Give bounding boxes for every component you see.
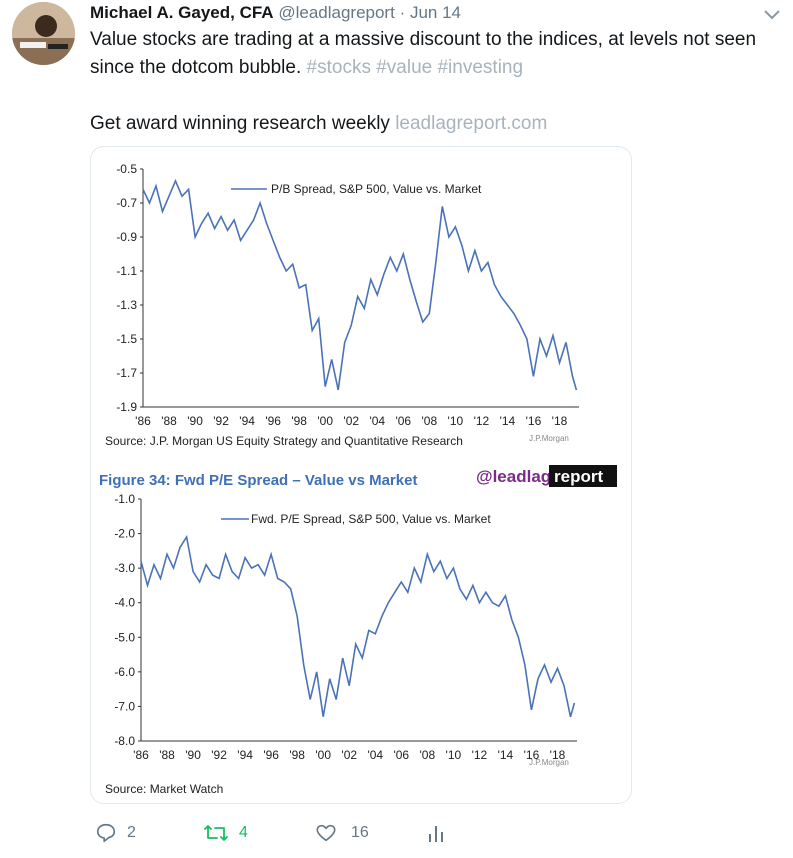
y-tick-label: -1.5 (116, 332, 137, 346)
source-note: Source: J.P. Morgan US Equity Strategy a… (105, 434, 463, 448)
x-tick-label: '94 (237, 748, 253, 762)
x-tick-label: '86 (135, 414, 151, 428)
x-tick-label: '16 (526, 414, 542, 428)
x-tick-label: '88 (161, 414, 177, 428)
analytics-button[interactable] (427, 822, 445, 844)
like-count: 16 (351, 824, 369, 841)
x-tick-label: '10 (446, 748, 462, 762)
x-tick-label: '98 (289, 748, 305, 762)
x-tick-label: '86 (133, 748, 149, 762)
like-button[interactable]: 16 (315, 822, 369, 844)
x-tick-label: '08 (422, 414, 438, 428)
y-tick-label: -6.0 (114, 665, 135, 679)
y-tick-label: -4.0 (114, 596, 135, 610)
x-tick-label: '16 (524, 748, 540, 762)
y-tick-label: -1.1 (116, 264, 137, 278)
x-tick-label: '00 (315, 748, 331, 762)
charts-image: -0.5 -0.7 -0.9 -1.1 -1.3 -1.5 -1.7 -1.9 '86 '88 '… (99, 162, 617, 796)
tweet-text-line: Value stocks are trading at a massive di… (90, 29, 757, 50)
chevron-down-icon[interactable] (761, 6, 783, 24)
reply-count: 2 (127, 824, 136, 841)
pe-spread-line (140, 534, 576, 718)
pb-spread-line (142, 178, 578, 391)
tweet-text-line: Get award winning research weekly leadla… (90, 110, 770, 138)
pb-spread-chart: -0.5 -0.7 -0.9 -1.1 -1.3 -1.5 -1.7 -1.9 '86 '88 '… (105, 162, 579, 448)
y-tick-label: -8.0 (114, 734, 135, 748)
tweet-text: Value stocks are trading at a massive di… (90, 26, 770, 138)
x-tick-label: '12 (474, 414, 490, 428)
y-tick-label: -1.3 (116, 298, 137, 312)
watermark-suffix: report (554, 467, 603, 486)
author-name[interactable]: Michael A. Gayed, CFA (90, 3, 274, 22)
x-tick-label: '06 (393, 748, 409, 762)
x-tick-label: '92 (213, 414, 229, 428)
watermark: @leadlag report (476, 465, 617, 487)
y-tick-label: -1.7 (116, 366, 137, 380)
analytics-icon (429, 826, 443, 842)
tweet-header: Michael A. Gayed, CFA @leadlagreport · J… (90, 2, 461, 24)
tweet-text-segment: Get award winning research weekly (90, 113, 390, 134)
legend-label: Fwd. P/E Spread, S&P 500, Value vs. Mark… (251, 512, 491, 526)
x-tick-label: '96 (263, 748, 279, 762)
y-tick-label: -0.9 (116, 230, 137, 244)
x-tick-label: '02 (343, 414, 359, 428)
x-tick-label: '06 (395, 414, 411, 428)
x-tick-label: '92 (211, 748, 227, 762)
tweet-text-line: since the dotcom bubble. #stocks #value … (90, 54, 770, 82)
x-tick-label: '08 (420, 748, 436, 762)
x-tick-label: '90 (185, 748, 201, 762)
url-link[interactable]: leadlagreport.com (395, 113, 548, 134)
x-tick-label: '14 (498, 748, 514, 762)
hashtags-link[interactable]: #stocks #value #investing (306, 57, 524, 78)
y-tick-label: -7.0 (114, 699, 135, 713)
brand-logo: J.P.Morgan (529, 758, 569, 767)
y-tick-label: -0.5 (116, 162, 137, 176)
avatar-image (12, 2, 75, 65)
x-tick-label: '18 (550, 748, 566, 762)
brand-logo: J.P.Morgan (529, 434, 569, 443)
x-tick-label: '18 (552, 414, 568, 428)
heart-icon (316, 824, 336, 842)
y-tick-label: -2.0 (114, 527, 135, 541)
x-tick-label: '96 (265, 414, 281, 428)
tweet-actions: 2 4 16 (95, 822, 595, 850)
x-tick-label: '98 (291, 414, 307, 428)
x-tick-label: '10 (448, 414, 464, 428)
pe-spread-chart: -1.0 -2.0 -3.0 -4.0 -5.0 -6.0 -7.0 -8.0 '86 '88 '… (105, 492, 577, 796)
reply-button[interactable]: 2 (95, 822, 136, 844)
y-tick-label: -3.0 (114, 561, 135, 575)
avatar[interactable] (12, 2, 75, 65)
separator-dot: · (399, 3, 406, 22)
author-handle[interactable]: @leadlagreport (278, 3, 395, 22)
y-tick-label: -5.0 (114, 630, 135, 644)
x-tick-label: '04 (367, 748, 383, 762)
x-tick-label: '02 (341, 748, 357, 762)
tweet-media[interactable]: -0.5 -0.7 -0.9 -1.1 -1.3 -1.5 -1.7 -1.9 '86 '88 '… (90, 146, 632, 804)
retweet-icon (204, 825, 228, 841)
tweet-date[interactable]: Jun 14 (409, 3, 462, 22)
figure-title: Figure 34: Fwd P/E Spread – Value vs Mar… (99, 472, 417, 489)
x-tick-label: '88 (159, 748, 175, 762)
tweet-text-segment: since the dotcom bubble. (90, 57, 302, 78)
y-tick-label: -0.7 (116, 196, 137, 210)
x-tick-label: '94 (239, 414, 255, 428)
reply-icon (96, 823, 116, 843)
x-tick-label: '12 (472, 748, 488, 762)
x-tick-label: '90 (187, 414, 203, 428)
x-tick-label: '04 (369, 414, 385, 428)
source-note: Source: Market Watch (105, 782, 223, 796)
y-tick-label: -1.0 (114, 492, 135, 506)
watermark-prefix: @leadlag (476, 467, 551, 486)
legend-label: P/B Spread, S&P 500, Value vs. Market (271, 182, 482, 196)
retweet-button[interactable]: 4 (203, 822, 248, 844)
retweet-count: 4 (239, 824, 248, 841)
y-tick-label: -1.9 (116, 400, 137, 414)
x-tick-label: '14 (500, 414, 516, 428)
x-tick-label: '00 (317, 414, 333, 428)
